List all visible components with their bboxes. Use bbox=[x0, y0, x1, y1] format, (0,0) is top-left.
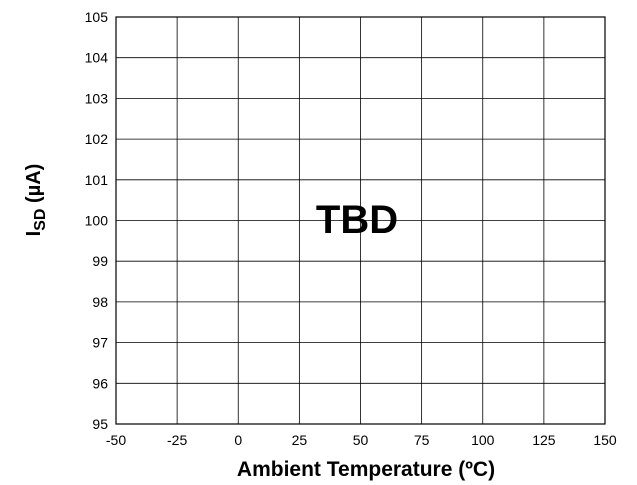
x-tick-label: -25 bbox=[167, 432, 187, 448]
x-tick-label: 150 bbox=[593, 432, 617, 448]
y-tick-label: 103 bbox=[85, 90, 109, 106]
y-axis-label: ISD (µA) bbox=[23, 164, 49, 237]
tbd-annotation: TBD bbox=[316, 198, 398, 242]
y-tick-label: 98 bbox=[92, 294, 108, 310]
x-tick-label: 25 bbox=[292, 432, 308, 448]
x-tick-label: 50 bbox=[353, 432, 369, 448]
x-tick-label: 100 bbox=[471, 432, 495, 448]
plot-frame bbox=[115, 16, 606, 425]
y-tick-label: 101 bbox=[85, 172, 109, 188]
x-tick-label: -50 bbox=[106, 432, 126, 448]
y-tick-label: 95 bbox=[92, 416, 108, 432]
x-tick-label: 75 bbox=[414, 432, 430, 448]
x-tick-labels: -50 -25 0 25 50 75 100 125 150 bbox=[106, 432, 617, 448]
y-tick-label: 102 bbox=[85, 131, 109, 147]
x-tick-label: 125 bbox=[532, 432, 556, 448]
y-tick-labels: 95 96 97 98 99 100 101 102 103 104 105 bbox=[85, 9, 109, 432]
y-axis-label-main: I bbox=[23, 231, 45, 237]
y-tick-label: 97 bbox=[92, 335, 108, 351]
y-tick-label: 100 bbox=[85, 213, 109, 229]
y-tick-label: 96 bbox=[92, 375, 108, 391]
y-tick-label: 99 bbox=[92, 253, 108, 269]
y-axis-label-unit: (µA) bbox=[23, 164, 45, 209]
x-axis-label: Ambient Temperature (ºC) bbox=[237, 458, 495, 481]
grid-layer bbox=[115, 16, 606, 425]
x-tick-label: 0 bbox=[234, 432, 242, 448]
y-axis-label-sub: SD bbox=[32, 209, 49, 231]
y-tick-label: 105 bbox=[85, 9, 109, 25]
y-tick-label: 104 bbox=[85, 50, 109, 66]
